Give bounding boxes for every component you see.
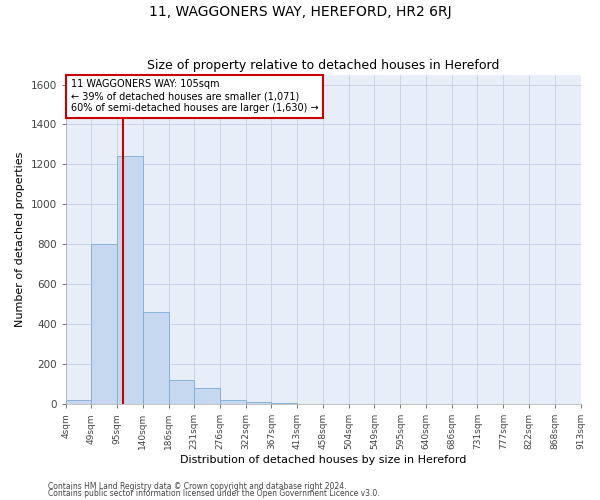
Bar bbox=[91, 244, 118, 404]
Bar bbox=[66, 400, 91, 404]
Title: Size of property relative to detached houses in Hereford: Size of property relative to detached ho… bbox=[147, 59, 499, 72]
X-axis label: Distribution of detached houses by size in Hereford: Distribution of detached houses by size … bbox=[180, 455, 466, 465]
Text: 11 WAGGONERS WAY: 105sqm
← 39% of detached houses are smaller (1,071)
60% of sem: 11 WAGGONERS WAY: 105sqm ← 39% of detach… bbox=[71, 80, 319, 112]
Bar bbox=[143, 312, 169, 404]
Text: 11, WAGGONERS WAY, HEREFORD, HR2 6RJ: 11, WAGGONERS WAY, HEREFORD, HR2 6RJ bbox=[149, 5, 451, 19]
Bar bbox=[194, 388, 220, 404]
Bar bbox=[169, 380, 194, 404]
Bar bbox=[118, 156, 143, 404]
Bar bbox=[220, 400, 246, 404]
Text: Contains HM Land Registry data © Crown copyright and database right 2024.: Contains HM Land Registry data © Crown c… bbox=[48, 482, 347, 491]
Y-axis label: Number of detached properties: Number of detached properties bbox=[15, 152, 25, 327]
Bar bbox=[246, 402, 271, 404]
Text: Contains public sector information licensed under the Open Government Licence v3: Contains public sector information licen… bbox=[48, 489, 380, 498]
Bar bbox=[271, 403, 298, 404]
